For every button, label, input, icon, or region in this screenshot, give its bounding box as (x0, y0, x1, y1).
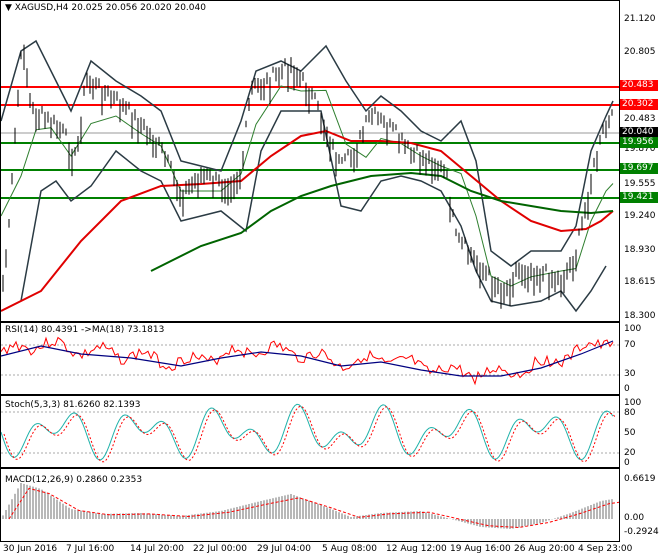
current-price-tag: 20.040 (620, 127, 658, 138)
macd-label: MACD(12,26,9) 0.2860 0.2353 (5, 475, 143, 485)
stoch-label: Stoch(5,3,3) 81.6260 82.1393 (5, 400, 141, 410)
time-tick: 12 Aug 12:00 (386, 544, 447, 554)
macd-signal-line (8, 487, 619, 529)
ohlc-readout: 20.025 20.056 20.020 20.040 (71, 3, 206, 13)
chart-header: ▼ XAGUSD,H4 20.025 20.056 20.020 20.040 (5, 3, 206, 13)
stoch-signal-line (3, 405, 617, 463)
level-tag-19697: 19.697 (620, 163, 658, 174)
macd-scale: 0.6619 0.00 -0.2924 (620, 468, 660, 542)
price-pane[interactable]: ▼ XAGUSD,H4 20.025 20.056 20.020 20.040 (0, 0, 620, 322)
level-tag-20483: 20.483 (620, 80, 658, 91)
macd-chart-svg (2, 483, 619, 529)
rsi-tick: 70 (624, 340, 636, 350)
bollinger-lower-band (1, 110, 607, 313)
rsi-scale: 100 70 30 0 (620, 322, 660, 395)
macd-tick: 0.6619 (624, 474, 656, 484)
macd-tick: -0.2924 (624, 527, 659, 537)
stoch-main-line (1, 403, 614, 461)
price-tick: 19.870 (624, 144, 656, 154)
price-tick: 20.805 (624, 47, 656, 57)
price-tick: 21.120 (624, 14, 656, 24)
bollinger-upper-band (1, 39, 614, 267)
level-tag-20302: 20.302 (620, 99, 658, 110)
stoch-tick: 20 (624, 448, 636, 458)
rsi-label: RSI(14) 80.4391 ->MA(18) 73.1813 (5, 325, 165, 335)
stoch-tick: 50 (624, 428, 636, 438)
rsi-ma-line (1, 340, 614, 377)
time-tick: 26 Aug 20:00 (514, 544, 575, 554)
stoch-scale: 100 80 50 20 0 (620, 395, 660, 468)
stoch-tick: 100 (624, 398, 642, 408)
stoch-tick: 80 (624, 408, 636, 418)
rsi-line (1, 336, 614, 386)
time-tick: 7 Jul 16:00 (66, 544, 115, 554)
price-tick: 20.483 (624, 114, 656, 124)
price-tick: 18.615 (624, 277, 656, 287)
stoch-pane[interactable]: Stoch(5,3,3) 81.6260 82.1393 (0, 395, 620, 468)
price-scale: 21.120 20.805 20.483 19.870 19.555 19.24… (620, 0, 660, 322)
time-tick: 5 Aug 08:00 (322, 544, 377, 554)
rsi-pane[interactable]: RSI(14) 80.4391 ->MA(18) 73.1813 (0, 322, 620, 395)
time-tick: 14 Jul 20:00 (130, 544, 184, 554)
moving-average-red (1, 129, 614, 312)
rsi-tick: 0 (624, 384, 630, 394)
bollinger-middle-band (1, 85, 614, 287)
time-tick: 4 Sep 23:00 (578, 544, 633, 554)
level-tag-19421: 19.421 (620, 192, 658, 203)
time-tick: 19 Aug 16:00 (450, 544, 511, 554)
time-tick: 30 Jun 2016 (3, 544, 58, 554)
price-tick: 18.930 (624, 245, 656, 255)
price-chart-svg (1, 39, 619, 313)
symbol-label: XAGUSD,H4 (14, 3, 69, 13)
macd-pane[interactable]: MACD(12,26,9) 0.2860 0.2353 (0, 468, 620, 542)
time-tick: 22 Jul 00:00 (193, 544, 247, 554)
stoch-chart-svg (1, 403, 619, 463)
time-tick: 29 Jul 04:00 (257, 544, 311, 554)
macd-tick: 0.00 (624, 513, 645, 523)
stoch-tick: 0 (624, 458, 630, 468)
price-tick: 19.555 (624, 179, 656, 189)
price-tick: 19.240 (624, 211, 656, 221)
price-tick: 18.300 (624, 311, 656, 321)
moving-average-green (150, 171, 614, 272)
rsi-chart-svg (1, 336, 619, 386)
symbol-menu-icon[interactable]: ▼ (5, 3, 12, 13)
rsi-tick: 100 (624, 324, 642, 334)
level-tag-19956: 19.956 (620, 137, 658, 148)
rsi-tick: 30 (624, 369, 636, 379)
